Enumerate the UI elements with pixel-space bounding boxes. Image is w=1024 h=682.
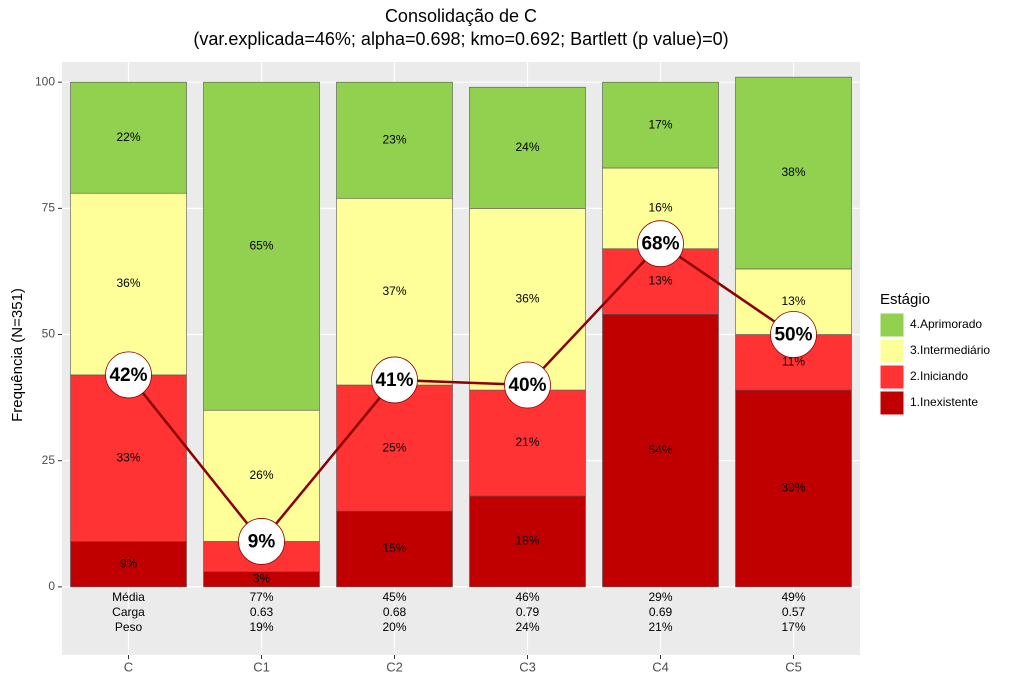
segment-label: 36% (116, 276, 140, 290)
segment-label: 16% (648, 201, 672, 215)
bar-segment (70, 81, 187, 194)
legend-label: 4.Aprimorado (910, 317, 982, 331)
table-cell: 77% (249, 590, 273, 604)
y-tick-label: 25 (42, 453, 56, 467)
segment-label: 26% (249, 468, 273, 482)
line-point (105, 351, 152, 399)
bar-segment (469, 208, 586, 391)
segment-label: 54% (648, 443, 672, 457)
table-cell: 46% (515, 590, 539, 604)
y-tick-label: 0 (48, 579, 55, 593)
line-point-label: 41% (375, 370, 413, 391)
x-tick-label: C4 (652, 659, 669, 674)
line-point-label: 50% (774, 325, 812, 346)
bar-segment (735, 389, 852, 588)
plot-panel (62, 62, 860, 655)
line-point (770, 311, 817, 358)
table-cell: 0.57 (782, 605, 806, 619)
legend-key (879, 390, 905, 416)
table-cell: 0.69 (649, 605, 673, 619)
bar-segment (203, 81, 320, 411)
segment-label: 37% (382, 284, 406, 298)
segment-label: 25% (382, 440, 406, 454)
legend-key (879, 312, 905, 338)
segment-label: 13% (781, 294, 805, 308)
table-cell: 29% (648, 590, 672, 604)
line-point-label: 42% (109, 365, 147, 386)
legend-key (879, 338, 905, 364)
segment-label: 13% (648, 274, 672, 288)
bar-segment (336, 197, 453, 386)
segment-label: 36% (515, 291, 539, 305)
segment-label: 18% (515, 534, 539, 548)
legend-key (879, 364, 905, 390)
segment-label: 15% (382, 541, 406, 555)
line-point-label: 40% (508, 375, 546, 396)
line-point-label: 68% (641, 234, 679, 255)
chart-title: Consolidação de C (385, 6, 537, 26)
x-tick-label: C5 (785, 659, 802, 674)
table-cell: 19% (249, 620, 273, 634)
chart-subtitle: (var.explicada=46%; alpha=0.698; kmo=0.6… (193, 29, 728, 49)
table-row-label: Média (112, 590, 145, 604)
table-cell: 20% (382, 620, 406, 634)
bar-segment (70, 374, 187, 542)
table-cell: 0.68 (383, 605, 407, 619)
segment-label: 22% (116, 130, 140, 144)
table-cell: 24% (515, 620, 539, 634)
y-axis-label: Frequência (N=351) (9, 288, 26, 422)
table-cell: 21% (648, 620, 672, 634)
line-point (238, 518, 285, 565)
segment-label: 9% (120, 556, 138, 570)
x-tick-label: C3 (519, 659, 536, 674)
line-point (371, 356, 418, 404)
line-point (504, 361, 551, 409)
table-cell: 49% (781, 590, 805, 604)
x-tick-label: C2 (386, 659, 403, 674)
table-cell: 0.79 (516, 605, 540, 619)
line-point (637, 220, 684, 268)
segment-label: 39% (781, 481, 805, 495)
table-row-label: Peso (115, 620, 143, 634)
table-cell: 0.63 (250, 605, 274, 619)
y-tick-label: 50 (42, 327, 56, 341)
legend-label: 1.Inexistente (910, 395, 978, 409)
segment-label: 38% (781, 165, 805, 179)
line-point-label: 9% (248, 531, 276, 552)
bar-segment (469, 495, 586, 588)
segment-label: 33% (116, 450, 140, 464)
legend-label: 2.Iniciando (910, 369, 968, 383)
x-tick-label: C1 (253, 659, 270, 674)
legend-label: 3.Intermediário (910, 343, 990, 357)
line (127, 242, 795, 544)
table-cell: 17% (781, 620, 805, 634)
y-tick-label: 100 (35, 74, 55, 88)
bar-segment (336, 510, 453, 588)
segment-label: 65% (249, 238, 273, 252)
bar-segment (469, 86, 586, 209)
bar-segment (602, 81, 719, 169)
legend-title: Estágio (880, 291, 930, 308)
segment-label: 24% (515, 140, 539, 154)
segment-label: 23% (382, 132, 406, 146)
table-row-label: Carga (112, 605, 145, 619)
segment-label: 17% (648, 117, 672, 131)
bar-segment (336, 384, 453, 512)
table-cell: 45% (382, 590, 406, 604)
bar-segment (735, 76, 852, 270)
segment-label: 11% (782, 354, 805, 368)
y-tick-label: 75 (42, 201, 56, 215)
bar-segment (602, 314, 719, 588)
x-tick-label: C (124, 659, 133, 674)
segment-label: 21% (515, 435, 539, 449)
bar-segment (336, 81, 453, 199)
segment-label: 3% (253, 571, 271, 585)
